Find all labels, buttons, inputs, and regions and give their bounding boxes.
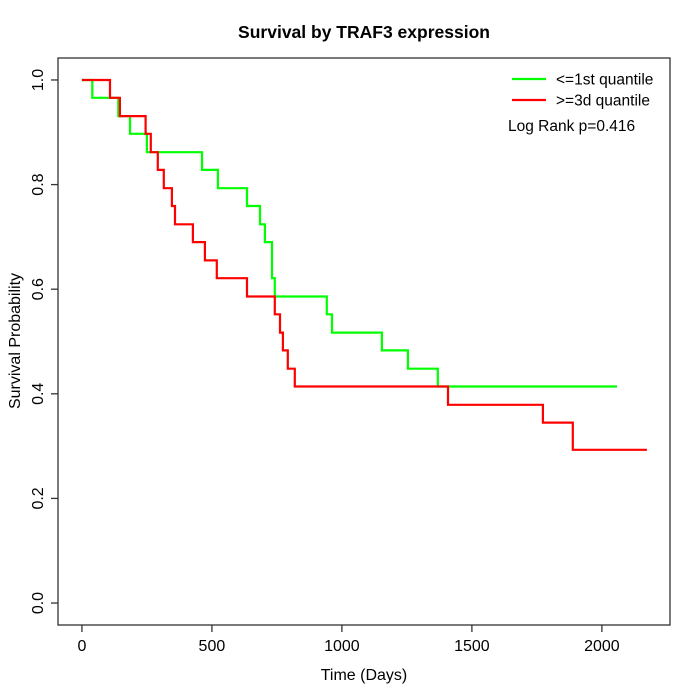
x-tick-label: 1000 <box>324 638 360 655</box>
y-tick-label: 0.6 <box>30 278 47 300</box>
km-curve-high-quantile <box>81 78 647 451</box>
y-tick-label: 0.2 <box>30 487 47 509</box>
y-axis-ticks: 0.0 0.2 0.4 0.6 0.8 1.0 <box>30 69 58 614</box>
x-axis-label: Time (Days) <box>321 667 408 684</box>
y-axis-label: Survival Probability <box>7 273 24 409</box>
y-tick-label: 0.8 <box>30 173 47 195</box>
legend-label-high-quantile: >=3d quantile <box>556 93 650 110</box>
series-group <box>81 78 647 451</box>
x-tick-label: 1500 <box>454 638 490 655</box>
x-tick-label: 500 <box>199 638 226 655</box>
log-rank-annotation: Log Rank p=0.416 <box>508 118 635 135</box>
chart-title: Survival by TRAF3 expression <box>238 22 490 42</box>
legend: <=1st quantile >=3d quantile Log Rank p=… <box>508 72 653 136</box>
plot-border <box>57 57 671 626</box>
y-tick-label: 0.4 <box>30 383 47 405</box>
y-tick-label: 0.0 <box>30 592 47 614</box>
x-tick-label: 0 <box>77 638 86 655</box>
y-tick-label: 1.0 <box>30 69 47 91</box>
km-curve-low-quantile <box>81 78 617 388</box>
legend-label-low-quantile: <=1st quantile <box>556 72 653 89</box>
x-tick-label: 2000 <box>584 638 620 655</box>
x-axis-ticks: 0 500 1000 1500 2000 <box>77 625 620 655</box>
